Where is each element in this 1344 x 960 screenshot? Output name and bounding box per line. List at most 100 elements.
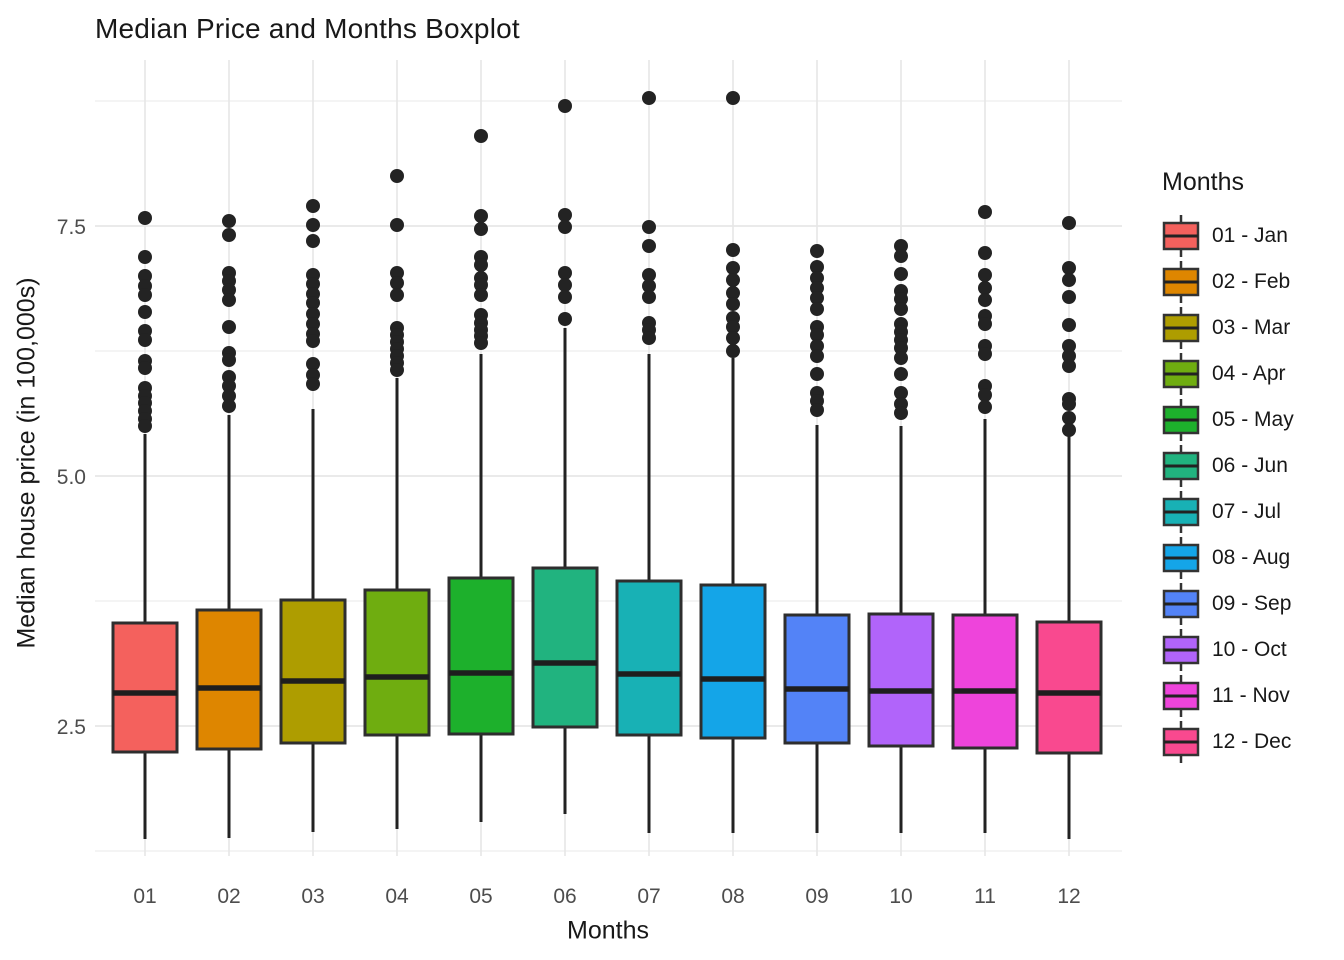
outlier-point <box>978 281 992 295</box>
boxplot-box <box>195 608 263 751</box>
x-tick-label: 08 <box>721 885 744 908</box>
legend-entry-label: 11 - Nov <box>1212 684 1290 707</box>
x-tick-label: 02 <box>217 885 240 908</box>
outlier-point <box>222 283 236 297</box>
legend-entry-label: 03 - Mar <box>1212 316 1291 339</box>
legend-entry-label: 01 - Jan <box>1212 224 1288 247</box>
legend-entry-label: 02 - Feb <box>1212 270 1291 293</box>
outlier-point <box>642 279 656 293</box>
outlier-point <box>810 349 824 363</box>
legend-key-boxplot-icon <box>1162 491 1200 533</box>
outlier-point <box>726 286 740 300</box>
outlier-point <box>222 228 236 242</box>
outlier-point <box>642 290 656 304</box>
outlier-point <box>138 288 152 302</box>
outlier-point <box>138 269 152 283</box>
outlier-point <box>726 331 740 345</box>
outlier-point <box>558 266 572 280</box>
outlier-point <box>1062 397 1076 411</box>
outlier-point <box>474 129 488 143</box>
legend-title: Months <box>1162 168 1244 196</box>
x-tick-label: 07 <box>637 885 660 908</box>
legend-key-boxplot-icon <box>1162 307 1200 349</box>
outlier-point <box>726 320 740 334</box>
outlier-point <box>1062 290 1076 304</box>
legend-key-boxplot-icon <box>1162 721 1200 763</box>
outlier-point <box>138 250 152 264</box>
x-tick-label: 11 <box>974 885 996 908</box>
outlier-point <box>474 258 488 272</box>
x-tick-label: 09 <box>805 885 828 908</box>
outlier-point <box>894 249 908 263</box>
legend-entry: 04 - Apr <box>1160 351 1344 397</box>
legend-key-boxplot-icon <box>1162 629 1200 671</box>
outlier-point <box>558 208 572 222</box>
outlier-point <box>306 199 320 213</box>
outlier-point <box>306 377 320 391</box>
outlier-point <box>894 406 908 420</box>
outlier-point <box>894 292 908 306</box>
legend-key-boxplot-icon <box>1162 583 1200 625</box>
outlier-point <box>978 388 992 402</box>
legend-entry: 10 - Oct <box>1160 627 1344 673</box>
boxplot-box <box>447 576 515 736</box>
outlier-point <box>222 353 236 367</box>
boxplot-box <box>363 588 431 737</box>
y-tick-label: 7.5 <box>57 216 86 239</box>
legend-entry: 12 - Dec <box>1160 719 1344 765</box>
legend-key-boxplot-icon <box>1162 445 1200 487</box>
outlier-point <box>306 296 320 310</box>
outlier-point <box>558 220 572 234</box>
outlier-point <box>642 91 656 105</box>
x-tick-label: 12 <box>1057 885 1080 908</box>
outlier-point <box>306 234 320 248</box>
outlier-point <box>726 273 740 287</box>
outlier-point <box>474 278 488 292</box>
legend-key-boxplot-icon <box>1162 675 1200 717</box>
y-axis-title: Median house price (in 100,000s) <box>12 277 41 649</box>
outlier-point <box>138 419 152 433</box>
plot-title: Median Price and Months Boxplot <box>95 13 520 44</box>
outlier-point <box>390 288 404 302</box>
legend-entry: 01 - Jan <box>1160 213 1344 259</box>
outlier-point <box>810 302 824 316</box>
boxplot-box <box>279 598 347 745</box>
outlier-point <box>894 267 908 281</box>
outlier-point <box>810 271 824 285</box>
legend-entry: 02 - Feb <box>1160 259 1344 305</box>
x-tick-label: 06 <box>553 885 576 908</box>
outlier-point <box>1062 423 1076 437</box>
legend-entry: 11 - Nov <box>1160 673 1344 719</box>
outlier-point <box>222 399 236 413</box>
outlier-point <box>642 268 656 282</box>
outlier-point <box>1062 273 1076 287</box>
outlier-point <box>390 218 404 232</box>
outlier-point <box>138 211 152 225</box>
outlier-point <box>306 357 320 371</box>
outlier-point <box>222 293 236 307</box>
outlier-point <box>642 239 656 253</box>
outlier-point <box>390 266 404 280</box>
outlier-point <box>978 268 992 282</box>
outlier-point <box>726 243 740 257</box>
outlier-point <box>1062 359 1076 373</box>
outlier-point <box>138 333 152 347</box>
outlier-point <box>978 246 992 260</box>
legend: Months 01 - Jan 02 - Feb 03 - Mar 04 - Apr 0… <box>1160 168 1344 765</box>
x-tick-label: 01 <box>133 885 156 908</box>
outlier-point <box>1062 411 1076 425</box>
boxplot-box <box>615 579 683 737</box>
x-axis-title: Months <box>567 916 649 945</box>
outlier-point <box>138 305 152 319</box>
outlier-point <box>894 367 908 381</box>
legend-entry-label: 04 - Apr <box>1212 362 1286 385</box>
legend-entry-label: 05 - May <box>1212 408 1294 431</box>
legend-entry-label: 12 - Dec <box>1212 730 1292 753</box>
outlier-point <box>978 205 992 219</box>
outlier-point <box>390 363 404 377</box>
outlier-point <box>474 209 488 223</box>
boxplot-box <box>531 566 599 729</box>
legend-entries: 01 - Jan 02 - Feb 03 - Mar 04 - Apr 05 - May… <box>1160 213 1344 765</box>
